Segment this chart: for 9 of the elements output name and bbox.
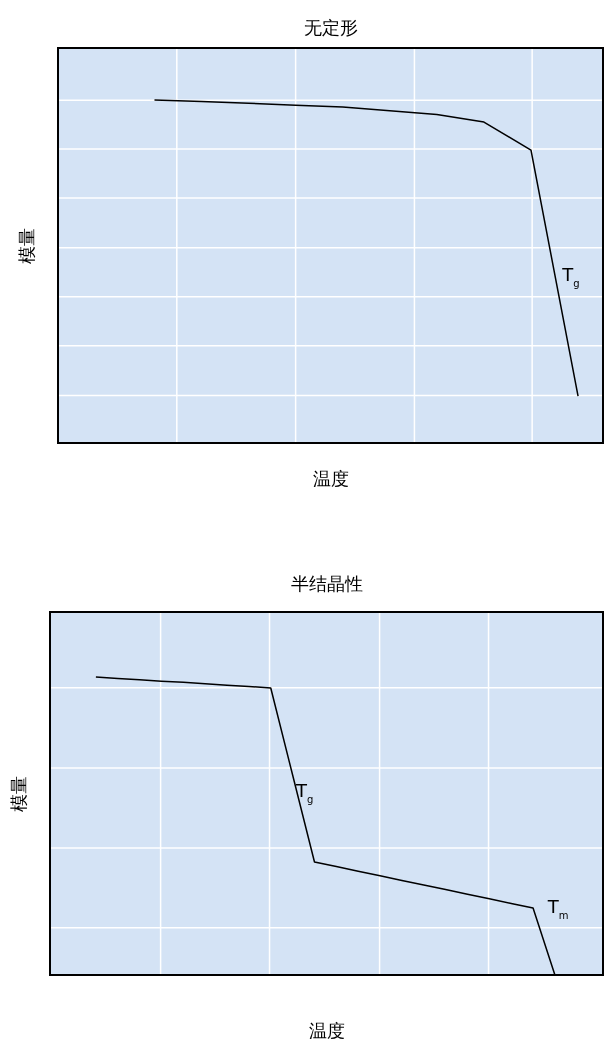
y-axis-title: 模量 xyxy=(8,775,29,812)
annotation: T$_{g}$ xyxy=(561,264,580,289)
chart-title: 半结晶性 xyxy=(290,573,363,594)
annotation: T$_{g}$ xyxy=(295,780,314,805)
chart-title: 无定形 xyxy=(303,17,358,38)
x-axis-title: 温度 xyxy=(312,468,349,489)
x-axis-title: 温度 xyxy=(308,1020,345,1041)
annotation: T$_{m}$ xyxy=(546,896,569,921)
y-axis-title: 模量 xyxy=(16,227,37,264)
